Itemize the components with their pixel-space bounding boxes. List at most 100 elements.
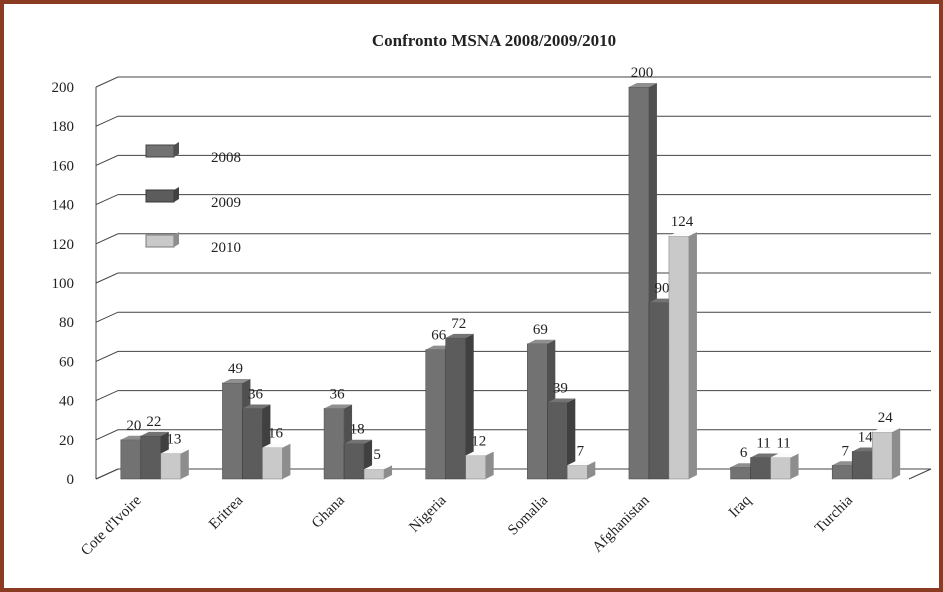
legend-label: 2009 xyxy=(211,195,241,211)
x-tick-label: Afghanistan xyxy=(590,492,654,556)
bar-top xyxy=(628,83,657,87)
bar xyxy=(567,461,596,480)
x-tick-label: Somalia xyxy=(505,492,551,538)
value-label: 39 xyxy=(553,381,568,397)
value-label: 5 xyxy=(373,447,381,463)
y-tick-label: 100 xyxy=(52,276,75,292)
bar-side xyxy=(465,333,474,479)
grid-line xyxy=(95,468,931,480)
bar xyxy=(871,427,901,480)
bar-front xyxy=(343,443,365,480)
bar-top xyxy=(160,449,189,454)
grid-line xyxy=(95,390,931,402)
bar-front xyxy=(567,465,588,480)
bar-front xyxy=(730,466,751,480)
bar-top xyxy=(344,439,373,444)
grid-line xyxy=(95,311,931,323)
chart-title: Confronto MSNA 2008/2009/2010 xyxy=(372,31,616,50)
y-tick-label: 0 xyxy=(67,472,75,488)
bar-front xyxy=(222,382,243,480)
bar-front xyxy=(628,86,650,480)
legend-swatch-side xyxy=(174,187,179,202)
value-label: 36 xyxy=(248,386,264,402)
x-tick-label: Turchia xyxy=(812,492,856,536)
bar-front xyxy=(140,435,162,480)
value-label: 22 xyxy=(146,414,161,430)
chart: Confronto MSNA 2008/2009/2010 0 20 40 60 80 1… xyxy=(52,31,932,559)
bar xyxy=(363,465,393,480)
bar-top xyxy=(445,333,474,338)
bar-side xyxy=(688,231,697,479)
bar xyxy=(547,398,576,480)
grid-line xyxy=(95,350,931,362)
value-label: 12 xyxy=(471,433,486,449)
bar-top xyxy=(527,339,556,344)
value-label: 11 xyxy=(756,435,770,451)
bar-front xyxy=(770,457,791,480)
bar-front xyxy=(648,302,670,480)
grid-line xyxy=(95,429,931,441)
bar-front xyxy=(547,402,568,480)
bar-front xyxy=(871,431,893,480)
value-label: 20 xyxy=(126,418,141,434)
grid-line xyxy=(95,76,931,88)
legend-label: 2008 xyxy=(211,150,241,166)
bar-side xyxy=(567,398,576,479)
value-label: 72 xyxy=(451,316,466,332)
x-tick-label: Ghana xyxy=(309,492,348,531)
bar-side xyxy=(282,443,291,479)
value-label: 200 xyxy=(631,65,654,81)
bar-top xyxy=(668,231,697,236)
y-tick-label: 40 xyxy=(59,394,74,410)
bar-side xyxy=(892,427,901,479)
y-tick-label: 160 xyxy=(52,158,75,174)
value-label: 7 xyxy=(841,443,849,459)
y-tick-label: 120 xyxy=(52,237,75,253)
bar-front xyxy=(425,349,446,480)
bar-top xyxy=(262,443,291,448)
bar-front xyxy=(465,455,486,480)
bar xyxy=(770,453,799,480)
value-label: 90 xyxy=(654,281,669,297)
x-tick-label: Eritrea xyxy=(206,492,246,532)
floor xyxy=(95,468,932,480)
bar-top xyxy=(547,398,576,403)
bar-front xyxy=(262,447,283,480)
grid-line xyxy=(95,115,931,127)
bar-side xyxy=(180,449,189,479)
bar-front xyxy=(160,453,182,480)
legend-swatch xyxy=(145,189,175,203)
bar xyxy=(262,443,291,480)
grid-line xyxy=(95,154,931,166)
bar-front xyxy=(120,439,142,480)
bar-front xyxy=(527,343,548,480)
value-label: 11 xyxy=(776,435,790,451)
bar-side xyxy=(790,453,799,479)
value-label: 14 xyxy=(858,430,874,446)
x-tick-label: Nigeria xyxy=(406,492,449,535)
value-label: 18 xyxy=(350,422,365,438)
value-label: 16 xyxy=(268,426,284,442)
bar-top xyxy=(324,404,353,409)
x-tick-label: Iraq xyxy=(726,492,755,521)
legend-swatch-side xyxy=(174,232,179,247)
bar xyxy=(668,231,697,480)
bar-front xyxy=(851,451,873,480)
value-label: 69 xyxy=(533,322,548,338)
bar-front xyxy=(831,465,853,480)
y-tick-label: 140 xyxy=(52,198,75,214)
value-label: 124 xyxy=(671,214,694,230)
bar-top xyxy=(364,465,393,470)
bar-top xyxy=(750,453,779,458)
value-label: 66 xyxy=(431,328,447,344)
bar-top xyxy=(872,427,901,432)
y-tick-label: 180 xyxy=(52,119,75,135)
bar-top xyxy=(465,451,494,456)
bar-front xyxy=(750,457,771,480)
value-label: 6 xyxy=(740,445,748,461)
bar xyxy=(445,333,474,480)
bar-front xyxy=(363,468,385,480)
bar xyxy=(160,449,189,480)
bar-top xyxy=(140,431,169,436)
